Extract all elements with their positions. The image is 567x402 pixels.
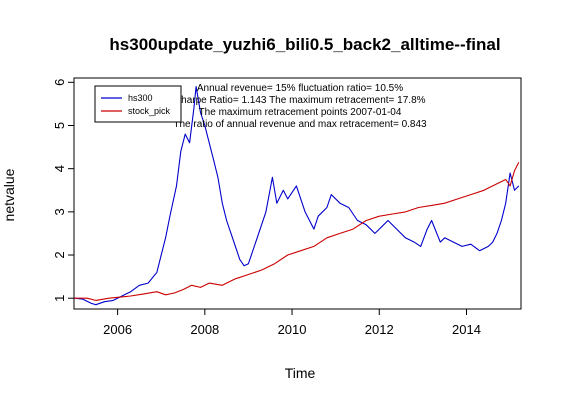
chart-title: hs300update_yuzhi6_bili0.5_back2_alltime… [109,35,500,54]
series-line-hs300 [73,86,520,306]
annotations: Annual revenue= 15% fluctuation ratio= 1… [173,83,427,130]
x-tick-label: 2010 [278,322,307,337]
annotation-line-1: Annual revenue= 15% fluctuation ratio= 1… [197,83,403,94]
annotation-line-2: Sharpe Ratio= 1.143 The maximum retracem… [174,95,425,106]
y-tick-label: 5 [52,122,67,129]
legend: hs300 stock_pick [94,85,182,123]
y-tick-label: 6 [52,79,67,86]
x-tick-label: 2014 [452,322,481,337]
series-line-stock-pick [74,161,520,301]
y-tick-label: 3 [52,208,67,215]
legend-label-stock-pick: stock_pick [128,106,171,116]
legend-box [94,85,182,123]
series-layer [73,86,520,306]
x-axis-label: Time [285,365,316,381]
x-axis: 2006 2008 2010 2012 2014 [103,309,481,337]
legend-label-hs300: hs300 [128,93,153,103]
y-tick-label: 2 [52,251,67,258]
y-tick-label: 4 [52,165,67,172]
x-tick-label: 2008 [190,322,219,337]
y-axis-label: netvalue [1,168,17,221]
x-tick-label: 2006 [103,322,132,337]
annotation-line-4: The ratio of annual revenue and max retr… [173,119,427,130]
y-tick-label: 1 [52,295,67,302]
x-tick-label: 2012 [365,322,394,337]
annotation-line-3: The maximum retracement points 2007-01-0… [199,107,402,118]
plot-frame [73,77,522,310]
y-axis: 1 2 3 4 5 6 [52,79,74,302]
